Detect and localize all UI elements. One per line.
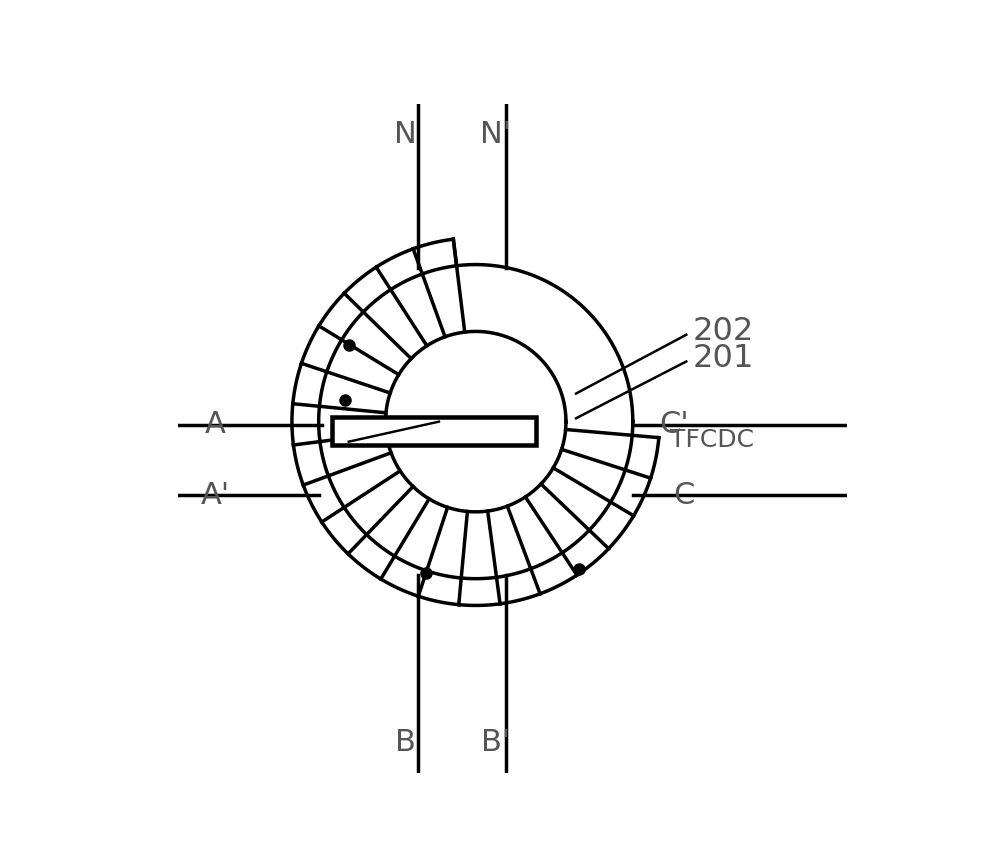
Text: 201: 201 (693, 343, 754, 373)
Text: 202: 202 (693, 316, 754, 347)
Text: C: C (673, 481, 694, 510)
Text: TFCDC: TFCDC (670, 428, 754, 452)
Text: A': A' (201, 481, 230, 510)
Text: A: A (205, 411, 226, 439)
Text: B': B' (481, 728, 510, 757)
Text: B: B (395, 728, 416, 757)
Bar (332, 417, 536, 445)
Text: N': N' (480, 120, 511, 148)
Text: N: N (394, 120, 417, 148)
Text: C': C' (660, 411, 689, 439)
